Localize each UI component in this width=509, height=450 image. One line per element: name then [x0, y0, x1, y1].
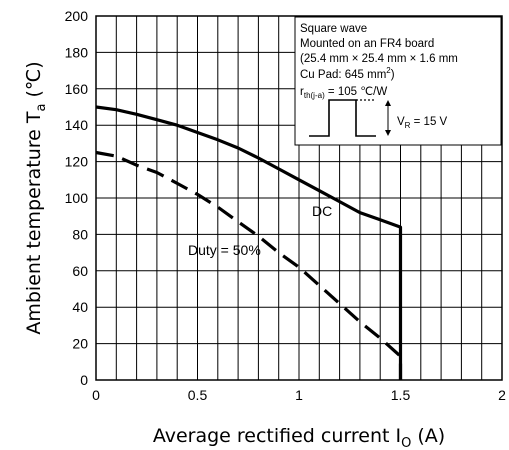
- series-label-dc: DC: [312, 203, 332, 219]
- x-tick-label: 1: [295, 387, 303, 403]
- annotation-line-3: (25.4 mm × 25.4 mm × 1.6 mm: [300, 53, 458, 65]
- annotation-box: Square wave Mounted on an FR4 board (25.…: [294, 16, 502, 146]
- y-tick-label: 60: [72, 263, 88, 279]
- annotation-line-4-text: Cu Pad: 645 mm: [300, 69, 386, 81]
- vr-value: = 15 V: [410, 116, 447, 128]
- y-axis-title-text: Ambient temperature T: [23, 111, 45, 335]
- x-tick-label: 0: [92, 387, 100, 403]
- y-axis-title-unit: (℃): [23, 61, 45, 103]
- vr-arrowhead-bottom: [385, 130, 391, 136]
- x-tick-label: 2: [498, 387, 506, 403]
- vr-arrowhead-top: [385, 100, 391, 106]
- vr-subscript: R: [405, 121, 411, 130]
- rth-value: = 105 ℃/W: [325, 86, 388, 98]
- y-tick-label: 100: [65, 190, 89, 206]
- y-tick-label: 20: [72, 336, 88, 352]
- annotation-line-2: Mounted on an FR4 board: [300, 38, 434, 50]
- square-wave-symbol: [309, 99, 376, 137]
- y-axis-title-subscript: a: [34, 104, 49, 112]
- annotation-line-4: Cu Pad: 645 mm2): [300, 66, 395, 81]
- x-axis-title-unit: (A): [411, 425, 445, 447]
- y-tick-label: 0: [80, 372, 88, 388]
- plot-frame: [95, 15, 503, 381]
- y-tick-label: 120: [65, 154, 89, 170]
- annotation-reverse-voltage: VR = 15 V: [397, 116, 448, 130]
- vr-symbol: V: [397, 116, 405, 128]
- y-tick-label: 160: [65, 81, 89, 97]
- x-axis-title: Average rectified current IO (A): [153, 425, 445, 450]
- series-line-duty-50: [95, 150, 403, 380]
- y-tick-label: 200: [65, 8, 89, 24]
- annotation-line-4-superscript: 2: [386, 66, 391, 75]
- y-tick-label: 80: [72, 226, 88, 242]
- curves: [95, 105, 403, 380]
- x-axis-title-subscript: O: [401, 436, 411, 450]
- y-tick-label: 40: [72, 299, 88, 315]
- y-tick-label: 140: [65, 117, 89, 133]
- x-tick-label: 0.5: [188, 387, 208, 403]
- series-line-dc: [95, 105, 403, 380]
- x-tick-label: 1.5: [391, 387, 411, 403]
- series-label-duty: Duty = 50%: [188, 242, 261, 258]
- rth-symbol: r: [300, 86, 304, 98]
- annotation-line-4-close: ): [391, 69, 395, 81]
- annotation-thermal-resistance: rth(j-a) = 105 ℃/W: [300, 86, 387, 100]
- x-axis-title-text: Average rectified current I: [153, 425, 401, 447]
- y-axis-title: Ambient temperature Ta (℃): [23, 61, 49, 334]
- rth-subscript: th(j-a): [304, 91, 325, 100]
- y-tick-label: 180: [65, 44, 89, 60]
- annotation-line-1: Square wave: [300, 23, 367, 35]
